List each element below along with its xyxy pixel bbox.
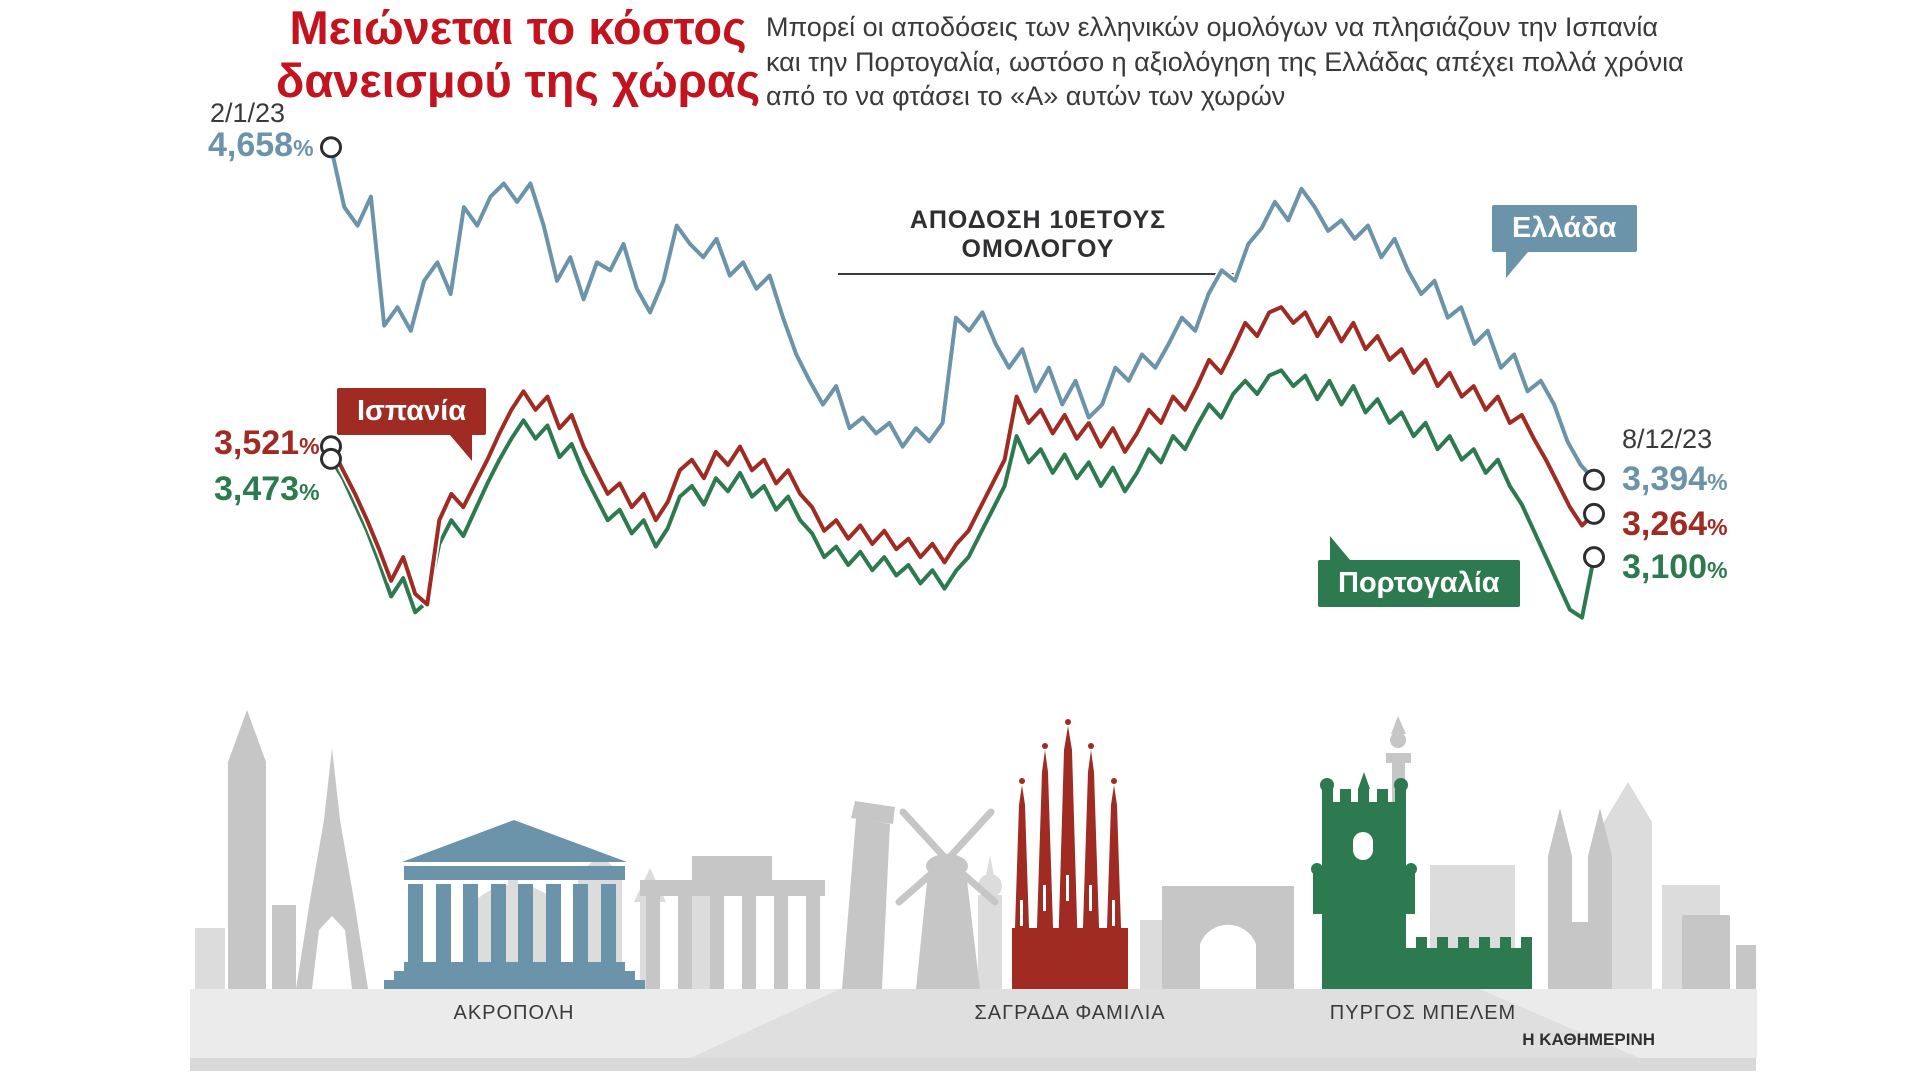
greece-series-label: Ελλάδα [1492, 205, 1637, 278]
spain-series-label: Ισπανία [337, 388, 487, 461]
percent-sign: % [293, 135, 314, 161]
end-date-label: 8/12/23 [1622, 424, 1713, 454]
value-text: 3,521 [214, 424, 300, 462]
greece-start-value: 4,658% [208, 126, 314, 165]
foreground-buildings [228, 710, 1756, 989]
greece-end-value: 3,394% [1622, 460, 1728, 499]
greece-start-marker [320, 136, 342, 159]
line-greece [329, 145, 1596, 482]
percent-sign: % [299, 479, 320, 505]
percent-sign: % [1707, 557, 1728, 583]
spain-end-marker [1583, 502, 1605, 525]
arc-de-triomphe-illustration [1162, 886, 1294, 989]
page-title: Μειώνεται το κόστος δανεισμού της χώρας [268, 1, 768, 107]
caption-belem-tower: ΠΥΡΓΟΣ ΜΠΕΛΕΜ [1329, 1002, 1517, 1024]
value-text: 3,264 [1622, 505, 1708, 543]
page-title-line1: Μειώνεται το κόστος [289, 1, 747, 54]
windmill-illustration [895, 808, 999, 989]
chart-title: ΑΠΟΔΟΣΗ 10ΕΤΟΥΣ ΟΜΟΛΟΓΟΥ [838, 206, 1238, 275]
portugal-end-marker [1583, 546, 1605, 569]
pisa-tower-illustration [842, 801, 895, 989]
cathedral-illustration [1548, 808, 1612, 989]
value-text: 3,100 [1622, 548, 1708, 586]
greece-end-marker [1583, 468, 1605, 491]
skyline-illustration [190, 710, 1757, 1058]
percent-sign: % [1707, 514, 1728, 540]
publisher-credit: Η ΚΑΘΗΜΕΡΙΝΗ [1522, 1030, 1655, 1049]
caption-acropolis: ΑΚΡΟΠΟΛΗ [453, 1002, 575, 1024]
belem-tower-illustration [1311, 772, 1532, 989]
bottom-bar [190, 1058, 1756, 1071]
portugal-series-label: Πορτογαλία [1318, 536, 1520, 607]
page-title-line2: δανεισμού της χώρας [275, 53, 761, 107]
value-text: 3,473 [214, 470, 300, 508]
spain-start-value: 3,521% [214, 424, 320, 463]
portugal-start-value: 3,473% [214, 470, 320, 509]
percent-sign: % [1707, 469, 1728, 495]
value-text: 4,658 [208, 126, 294, 164]
acropolis-illustration [384, 820, 645, 989]
percent-sign: % [299, 433, 320, 459]
start-date-label: 2/1/23 [210, 98, 286, 128]
caption-sagrada-familia: ΣΑΓΡΑΔΑ ΦΑΜΙΛΙΑ [974, 1002, 1166, 1024]
subtitle-text: Μπορεί οι αποδόσεις των ελληνικών ομολόγ… [766, 12, 1684, 112]
brandenburg-gate-illustration [640, 856, 825, 989]
eiffel-tower-illustration [296, 748, 368, 989]
spain-end-value: 3,264% [1622, 505, 1728, 544]
line-portugal [329, 368, 1596, 620]
portugal-start-marker [320, 447, 342, 470]
line-spain [329, 305, 1596, 607]
ground-facets [190, 989, 1757, 1058]
big-ben-illustration [228, 710, 266, 989]
portugal-end-value: 3,100% [1622, 548, 1728, 587]
value-text: 3,394 [1622, 460, 1708, 498]
sagrada-familia-illustration [1012, 719, 1128, 989]
